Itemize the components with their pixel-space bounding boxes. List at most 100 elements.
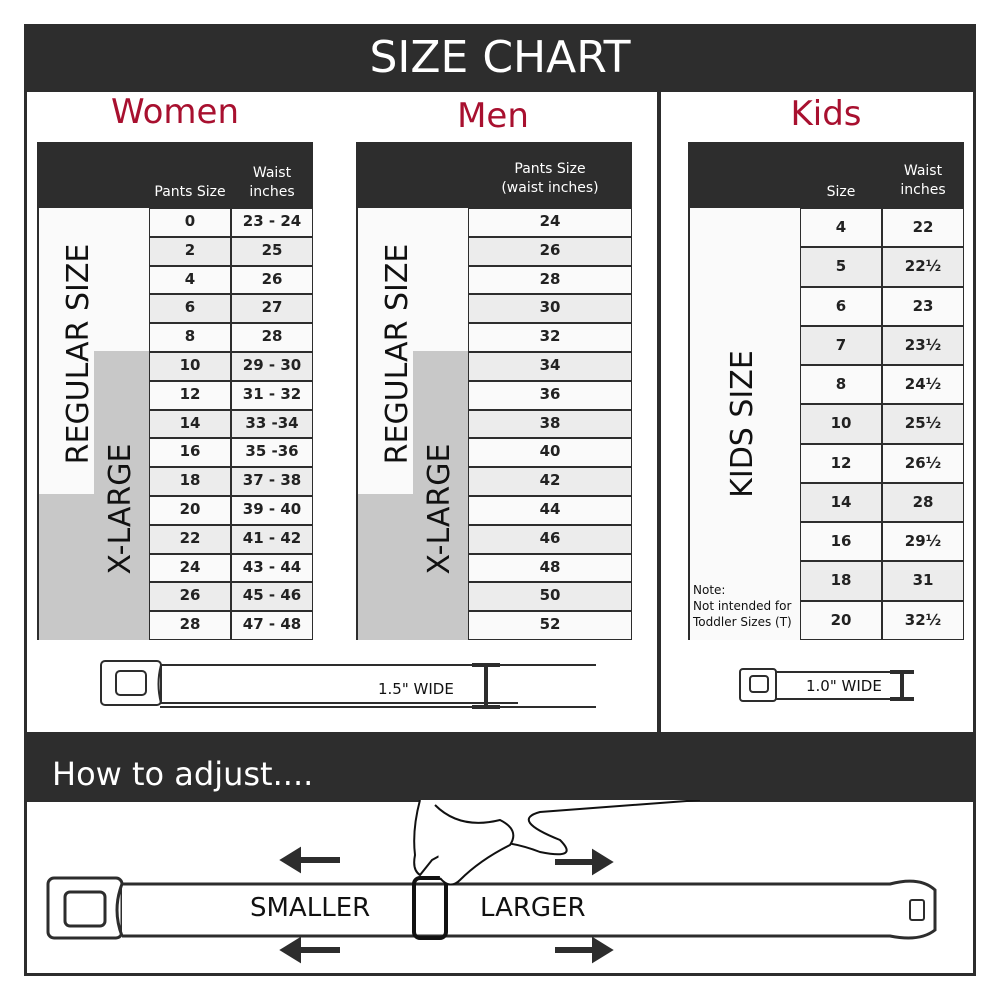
- kids-col-waist: Waist inches: [900, 163, 946, 198]
- women-size-cell: 22: [149, 524, 231, 554]
- women-waist-cell: 28: [231, 323, 313, 352]
- men-col-subtitle: (waist inches): [501, 180, 599, 196]
- kids-belt-icon: [739, 668, 914, 702]
- kids-waist-cell: 31: [882, 561, 964, 601]
- women-waist-cell: 45 - 46: [231, 582, 313, 612]
- kids-size-cell: 14: [800, 482, 882, 523]
- women-waist-cell: 41 - 42: [231, 524, 313, 554]
- kids-size-cell: 6: [800, 286, 882, 326]
- men-waist-cell: 34: [468, 352, 632, 381]
- adjust-belt-illustration: [46, 800, 937, 964]
- kids-waist-cell: 32½: [882, 600, 964, 640]
- women-heading: Women: [110, 92, 239, 132]
- women-size-cell: 4: [149, 265, 231, 295]
- kids-heading: Kids: [790, 94, 862, 134]
- men-waist-cell: 50: [468, 582, 632, 612]
- women-size-cell: 26: [149, 582, 231, 612]
- kids-note: Note: Not intended for Toddler Sizes (T): [693, 582, 792, 630]
- men-table-header: Pants Size (waist inches): [358, 144, 630, 208]
- women-waist-cell: 39 - 40: [231, 496, 313, 525]
- men-waist-cell: 46: [468, 524, 632, 554]
- kids-belt-width: 1.0" WIDE: [806, 677, 882, 695]
- women-waist-cell: 29 - 30: [231, 352, 313, 381]
- women-col-waist: Waist inches: [249, 165, 295, 200]
- men-waist-cell: 38: [468, 409, 632, 439]
- kids-size-cell: 12: [800, 443, 882, 483]
- men-heading: Men: [457, 96, 529, 136]
- kids-label-region: [690, 208, 800, 640]
- men-xlarge-label: X-LARGE: [422, 443, 457, 575]
- page-title: SIZE CHART: [24, 24, 976, 92]
- women-waist-cell: 47 - 48: [231, 611, 313, 640]
- kids-waist-cell: 23½: [882, 325, 964, 366]
- kids-size-cell: 8: [800, 365, 882, 405]
- men-waist-cell: 26: [468, 236, 632, 266]
- women-waist-cell: 33 -34: [231, 409, 313, 439]
- kids-table-header: Size Waist inches: [690, 144, 962, 208]
- men-waist-cell: 40: [468, 438, 632, 468]
- kids-waist-cell: 26½: [882, 443, 964, 483]
- men-regular-label: REGULAR SIZE: [380, 243, 415, 465]
- men-waist-cell: 30: [468, 294, 632, 324]
- kids-size-cell: 18: [800, 561, 882, 601]
- women-xlarge-label: X-LARGE: [103, 443, 138, 575]
- note-line-1: Not intended for: [693, 599, 792, 613]
- kids-size-table: Size Waist inches KIDS SIZE Note: Not in…: [688, 142, 964, 640]
- kids-size-cell: 5: [800, 247, 882, 287]
- women-waist-cell: 23 - 24: [231, 208, 313, 237]
- women-waist-cell: 27: [231, 294, 313, 324]
- kids-size-cell: 7: [800, 325, 882, 366]
- women-size-cell: 12: [149, 380, 231, 410]
- women-size-cell: 18: [149, 467, 231, 496]
- men-col-pants-size: Pants Size (waist inches): [468, 160, 632, 198]
- kids-waist-cell: 29½: [882, 522, 964, 562]
- men-waist-cell: 42: [468, 467, 632, 496]
- women-size-cell: 24: [149, 553, 231, 583]
- men-waist-cell: 44: [468, 496, 632, 525]
- kids-waist-cell: 24½: [882, 365, 964, 405]
- women-size-cell: 2: [149, 236, 231, 266]
- kids-waist-cell: 23: [882, 286, 964, 326]
- men-waist-cell: 32: [468, 323, 632, 352]
- women-size-cell: 8: [149, 323, 231, 352]
- women-size-cell: 16: [149, 438, 231, 468]
- kids-waist-cell: 22: [882, 208, 964, 248]
- belt-strap-icon: [160, 663, 596, 709]
- kids-divider: [657, 92, 661, 732]
- men-waist-cell: 24: [468, 208, 632, 237]
- women-size-cell: 10: [149, 352, 231, 381]
- women-waist-cell: 26: [231, 265, 313, 295]
- kids-waist-cell: 28: [882, 482, 964, 523]
- men-size-table: Pants Size (waist inches) REGULAR SIZE X…: [356, 142, 632, 640]
- men-xlarge-region-lower: [358, 494, 468, 640]
- men-waist-cell: 36: [468, 380, 632, 410]
- kids-waist-cell: 22½: [882, 247, 964, 287]
- kids-size-label: KIDS SIZE: [725, 350, 760, 498]
- women-size-cell: 14: [149, 409, 231, 439]
- women-regular-label: REGULAR SIZE: [61, 243, 96, 465]
- adult-belt-width: 1.5" WIDE: [378, 680, 454, 698]
- kids-waist-cell: 25½: [882, 404, 964, 444]
- how-to-adjust-heading: How to adjust....: [24, 732, 976, 802]
- men-waist-cell: 52: [468, 611, 632, 640]
- men-waist-cell: 48: [468, 553, 632, 583]
- men-waist-cell: 28: [468, 265, 632, 295]
- women-size-cell: 20: [149, 496, 231, 525]
- note-line-2: Toddler Sizes (T): [693, 615, 792, 629]
- women-col-pants-size: Pants Size: [154, 184, 226, 200]
- women-size-cell: 0: [149, 208, 231, 237]
- women-size-cell: 28: [149, 611, 231, 640]
- kids-col-size: Size: [826, 184, 856, 200]
- women-waist-cell: 25: [231, 236, 313, 266]
- women-table-header: Pants Size Waist inches: [39, 144, 311, 208]
- women-waist-cell: 43 - 44: [231, 553, 313, 583]
- larger-label: LARGER: [480, 893, 586, 923]
- kids-size-cell: 16: [800, 522, 882, 562]
- women-size-cell: 6: [149, 294, 231, 324]
- note-title: Note:: [693, 583, 726, 597]
- women-waist-cell: 37 - 38: [231, 467, 313, 496]
- women-size-table: Pants Size Waist inches REGULAR SIZE X-L…: [37, 142, 313, 640]
- kids-size-cell: 4: [800, 208, 882, 248]
- women-waist-cell: 31 - 32: [231, 380, 313, 410]
- women-waist-cell: 35 -36: [231, 438, 313, 468]
